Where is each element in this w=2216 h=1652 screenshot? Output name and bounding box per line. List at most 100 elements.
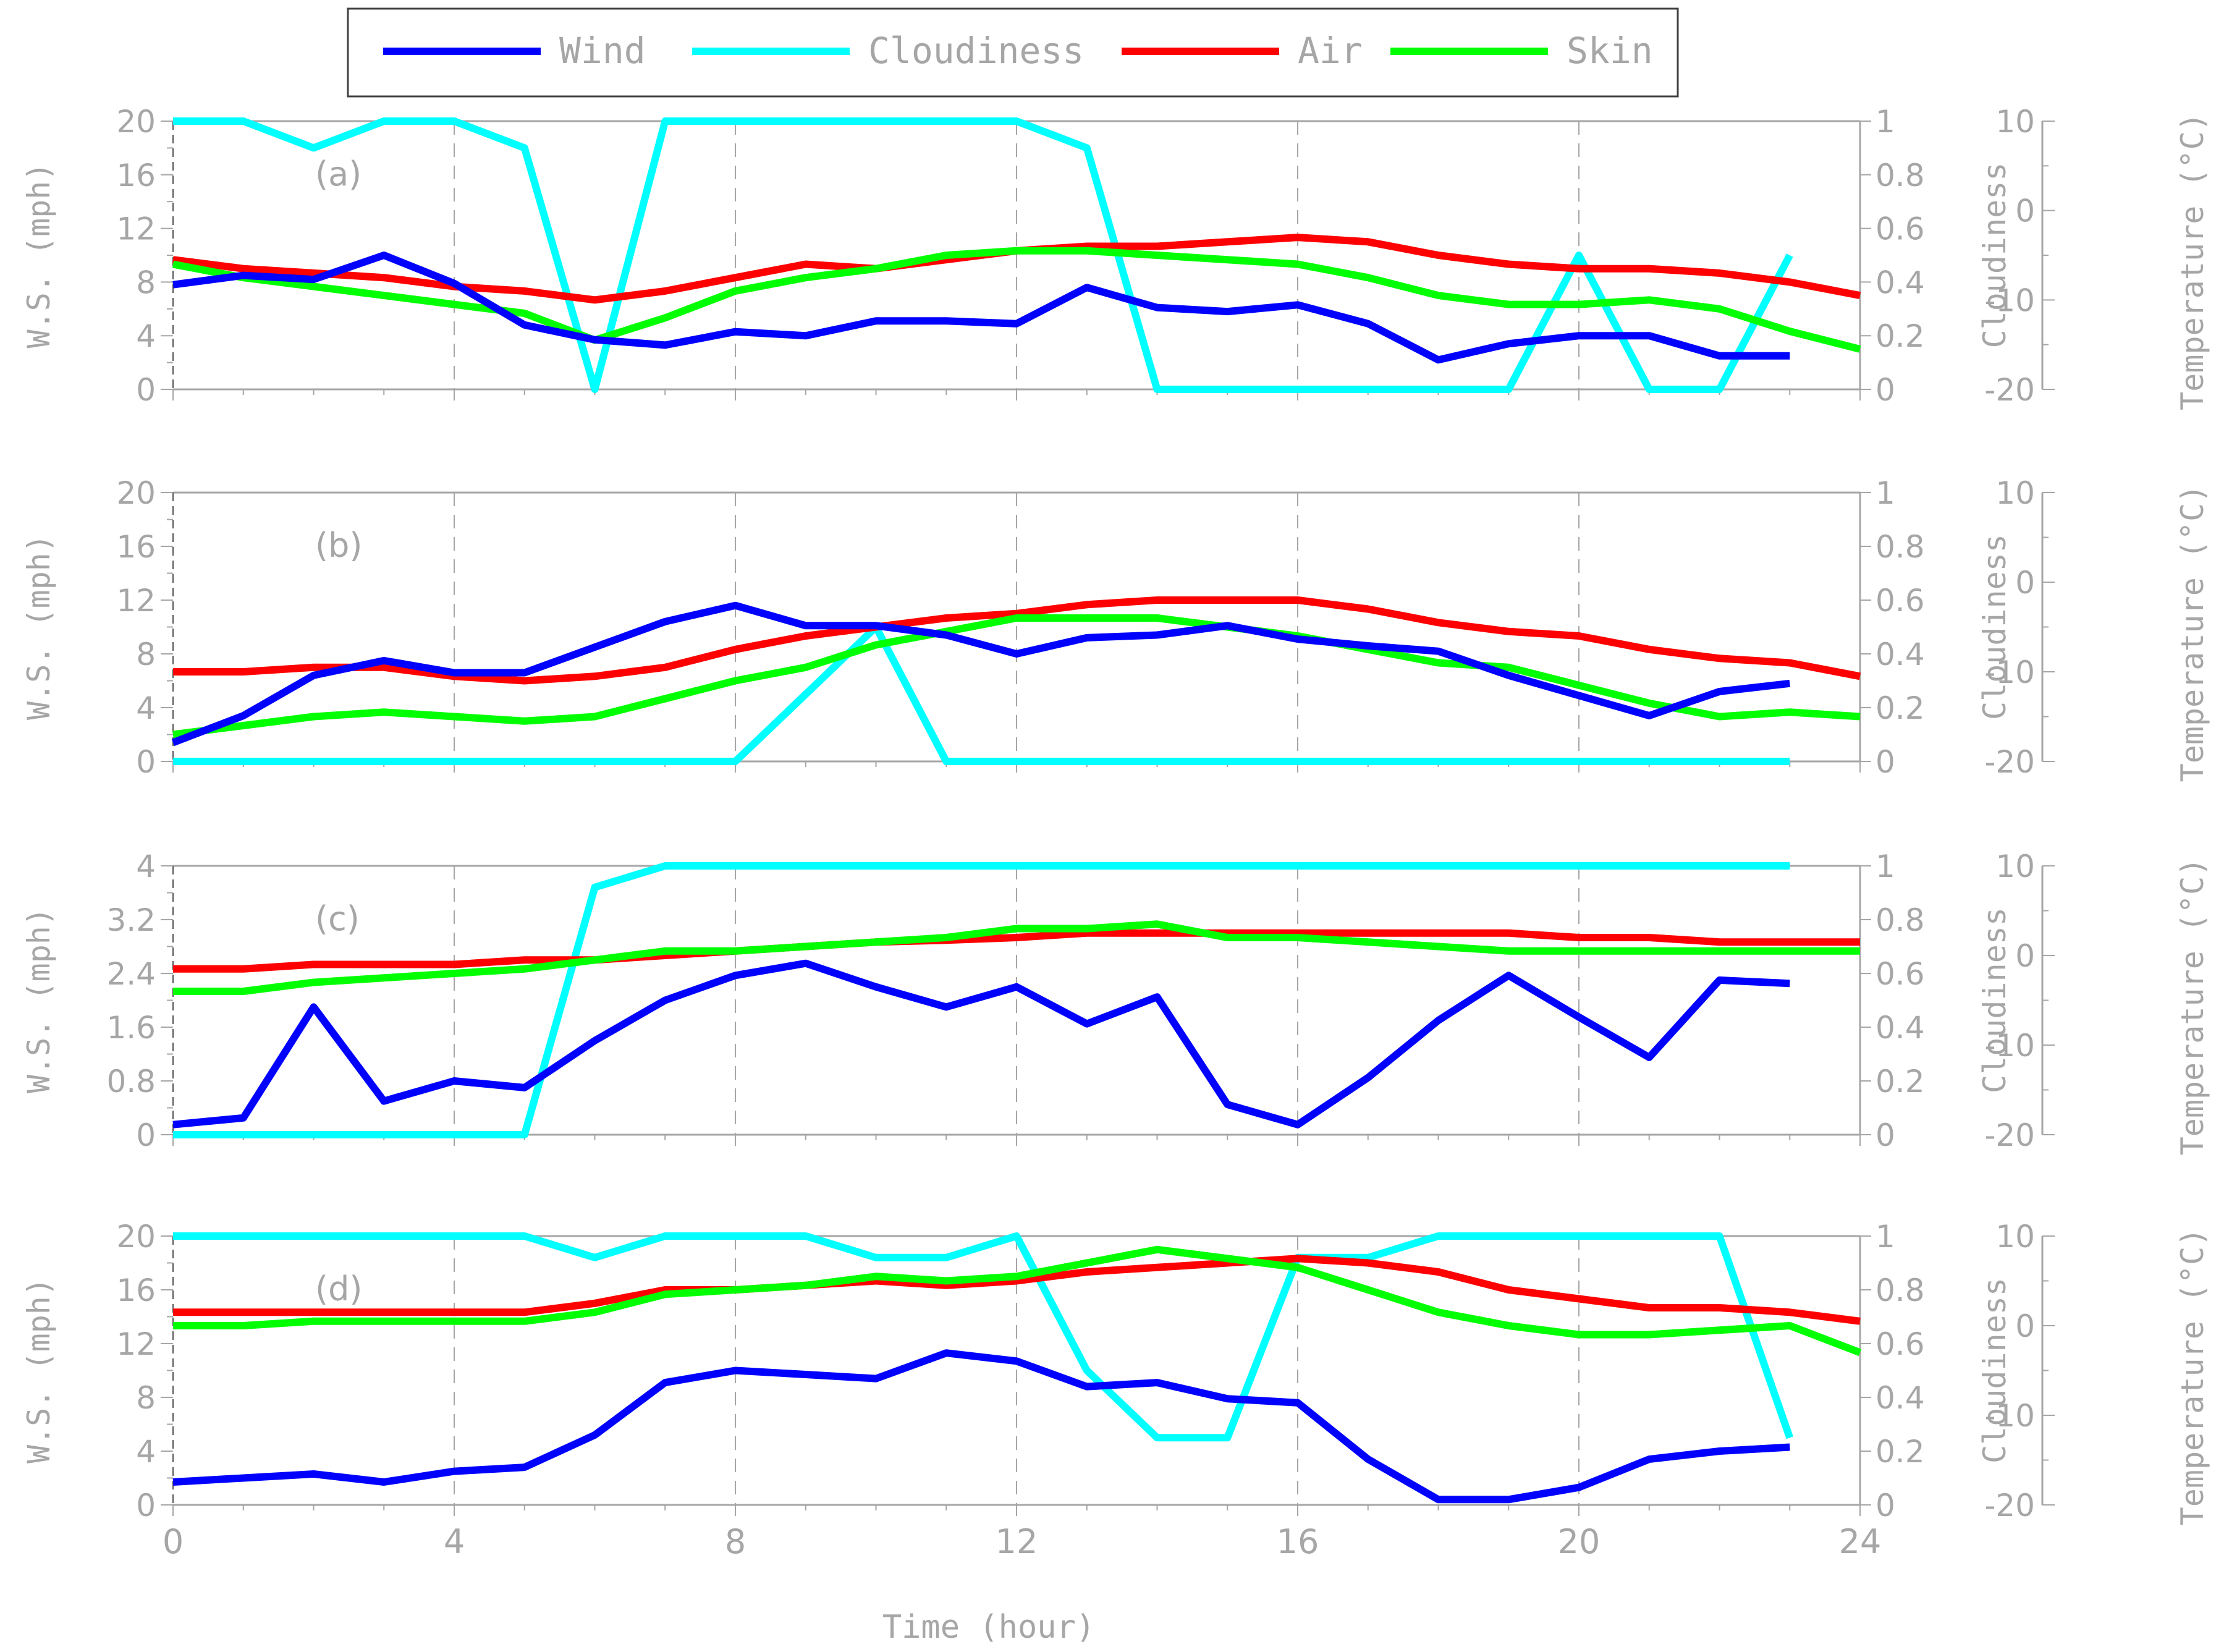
y-tick-label-ws: 0 [136,1117,156,1153]
legend-label-wind: Wind [559,30,646,72]
y-tick-label-cloudiness: 0.2 [1876,1434,1925,1470]
y-axis-title-temperature: Temperature (°C) [2175,112,2210,410]
series-line-skin [172,614,1861,739]
y-tick-label-ws: 0 [136,372,156,408]
y-tick-label-cloudiness: 0.6 [1876,211,1925,247]
series-line-cloudiness [173,623,1790,765]
x-tick-label: 4 [444,1522,465,1561]
y-tick-label-cloudiness: 0.8 [1876,158,1925,193]
series-line-skin [172,247,1861,353]
y-tick-label-ws: 8 [136,637,156,672]
y-tick-label-cloudiness: 0 [1876,744,1895,780]
x-tick-label: 20 [1558,1522,1601,1561]
panel-d: 0 4 8 12 16 20 0 0.2 0.4 0.6 0.8 1 -20 -10 0 10 W.S. (mp… [21,1219,2210,1561]
y-tick-label-cloudiness: 0.8 [1876,902,1925,938]
panel-b: 0 4 8 12 16 20 0 0.2 0.4 0.6 0.8 1 -20 -10 0 10 W.S. (mp… [21,475,2210,782]
panels: 0 4 8 12 16 20 0 0.2 0.4 0.6 0.8 1 -20 -10 0 10 W.S. (mp… [21,104,2210,1561]
y-tick-label-ws: 12 [116,211,156,247]
panel-label: (a) [315,155,362,193]
x-tick-label: 0 [163,1522,184,1561]
y-axis-title-cloudiness: Cloudiness [1977,907,2013,1093]
y-axis-title-temperature: Temperature (°C) [2175,858,2210,1156]
y-tick-label-ws: 8 [136,265,156,300]
series-line-air [173,929,1860,973]
series-line-skin [173,1245,1862,1357]
y-axis-title-temperature: Temperature (°C) [2175,485,2210,782]
y-tick-label-temperature: -20 [1984,372,2035,408]
series-line-cloudiness [173,862,1790,1138]
y-axis-title-ws: W.S. (mph) [21,162,57,348]
series-line-wind [171,601,1790,747]
y-tick-label-ws: 2.4 [106,956,156,992]
x-tick-label: 8 [725,1522,746,1561]
legend-label-air: Air [1298,30,1363,72]
y-tick-label-cloudiness: 0.2 [1876,690,1925,726]
y-tick-label-temperature: 0 [2015,565,2035,601]
y-tick-label-cloudiness: 0.6 [1876,1326,1925,1362]
panel-a: 0 4 8 12 16 20 0 0.2 0.4 0.6 0.8 1 -20 -10 0 10 W.S. (mp… [21,104,2210,410]
y-tick-label-temperature: 10 [1995,475,2035,511]
series-line-skin [173,920,1860,995]
y-tick-label-temperature: -20 [1984,1488,2035,1523]
y-tick-label-ws: 12 [116,1326,156,1362]
panel-label: (c) [315,899,360,938]
y-axis-title-temperature: Temperature (°C) [2175,1228,2210,1526]
y-axis-title-ws: W.S. (mph) [21,1277,57,1464]
x-tick-label: 16 [1277,1522,1319,1561]
y-tick-label-ws: 8 [136,1380,156,1416]
series-line-wind [172,252,1790,364]
series-line-wind [172,1349,1790,1504]
series-line-cloudiness [173,117,1793,393]
y-tick-label-ws: 4 [136,1434,156,1470]
series-line-wind [172,959,1790,1129]
y-tick-label-cloudiness: 0.2 [1876,318,1925,354]
series-line-cloudiness [173,1232,1793,1442]
y-axis-title-ws: W.S. (mph) [21,907,57,1093]
y-tick-label-temperature: -10 [1984,282,2035,318]
y-tick-label-ws: 1.6 [106,1010,156,1046]
y-tick-label-temperature: 10 [1995,104,2035,140]
y-tick-label-cloudiness: 0.8 [1876,529,1925,565]
y-tick-label-temperature: 0 [2015,193,2035,229]
y-tick-label-temperature: 0 [2015,1308,2035,1344]
y-tick-label-ws: 20 [116,1219,156,1255]
y-tick-label-cloudiness: 0.4 [1876,1010,1925,1046]
panel-c: 0 0.8 1.6 2.4 3.2 4 0 0.2 0.4 0.6 0.8 1 -20 -10 0 10 W.S… [21,849,2210,1155]
y-tick-label-ws: 12 [116,583,156,619]
y-tick-label-ws: 16 [116,1273,156,1308]
x-tick-label: 24 [1839,1522,1882,1561]
y-tick-label-temperature: 10 [1995,849,2035,884]
y-tick-label-temperature: 10 [1995,1219,2035,1255]
y-tick-label-temperature: -10 [1984,654,2035,690]
y-tick-label-cloudiness: 0.4 [1876,1380,1925,1416]
y-tick-label-temperature: -20 [1984,744,2035,780]
y-tick-label-ws: 4 [136,690,156,726]
y-tick-label-cloudiness: 0.8 [1876,1273,1925,1308]
y-tick-label-ws: 0.8 [106,1064,156,1099]
y-tick-label-ws: 16 [116,529,156,565]
y-axis-title-cloudiness: Cloudiness [1977,1277,2013,1464]
y-axis-title-cloudiness: Cloudiness [1977,534,2013,720]
y-tick-label-temperature: -10 [1984,1398,2035,1434]
y-tick-label-ws: 4 [136,318,156,354]
y-tick-label-temperature: -20 [1984,1117,2035,1153]
y-tick-label-cloudiness: 0.6 [1876,583,1925,619]
y-tick-label-cloudiness: 1 [1876,104,1895,140]
y-tick-label-ws: 4 [136,849,156,884]
y-tick-label-temperature: -10 [1984,1028,2035,1064]
y-tick-label-ws: 20 [116,475,156,511]
x-axis-title: Time (hour) [882,1609,1095,1646]
y-tick-label-cloudiness: 0.4 [1876,265,1925,300]
y-axis-title-ws: W.S. (mph) [21,534,57,720]
legend: Wind Cloudiness Air Skin [347,7,1679,98]
legend-label-cloudiness: Cloudiness [868,30,1084,72]
y-tick-label-cloudiness: 0.4 [1876,637,1925,672]
y-tick-label-ws: 20 [116,104,156,140]
panel-label: (b) [315,526,362,565]
y-tick-label-ws: 3.2 [106,902,156,938]
y-tick-label-temperature: 0 [2015,938,2035,974]
y-tick-label-cloudiness: 0.2 [1876,1064,1925,1099]
y-axis-title-cloudiness: Cloudiness [1977,162,2013,348]
y-tick-label-ws: 16 [116,158,156,193]
